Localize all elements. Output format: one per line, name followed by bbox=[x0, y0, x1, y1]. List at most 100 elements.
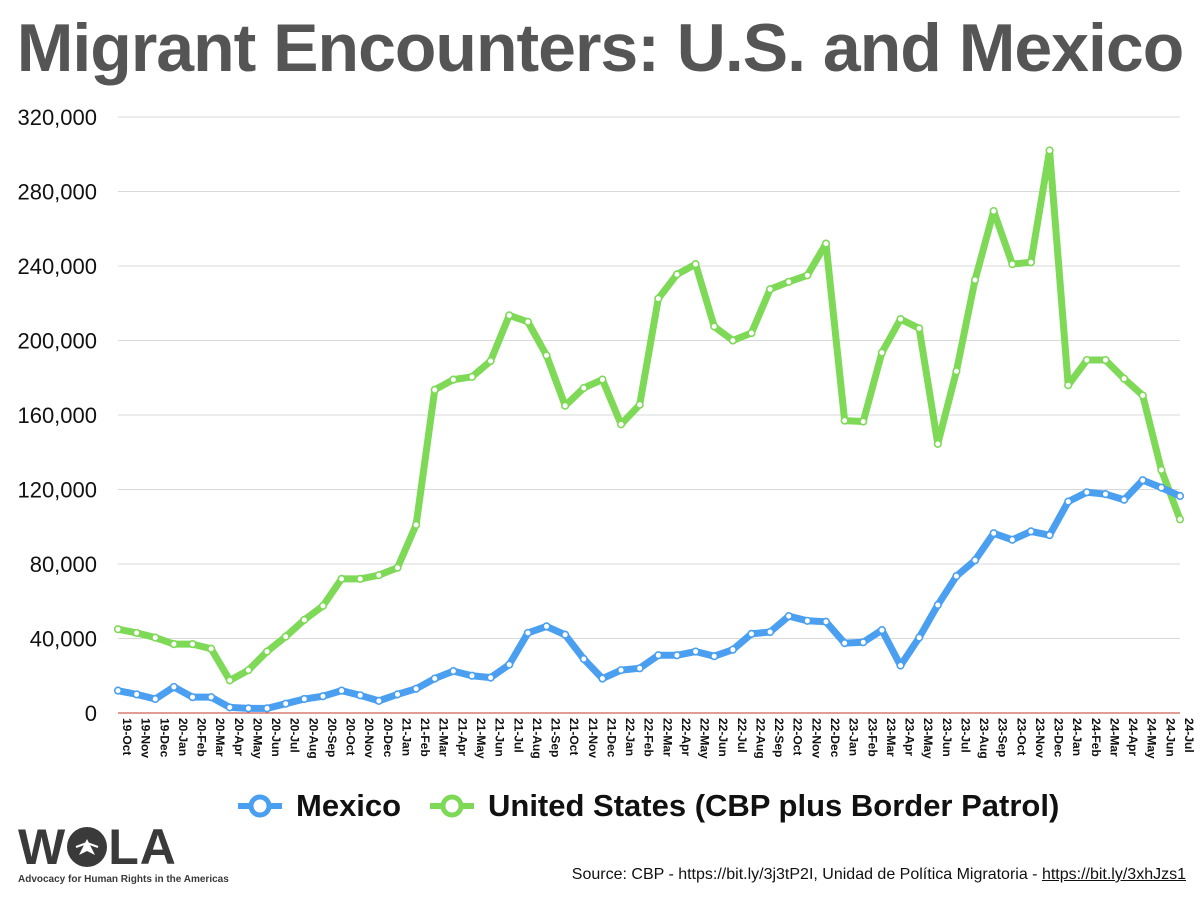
legend-marker-us bbox=[430, 794, 474, 818]
data-point-us bbox=[635, 400, 644, 409]
x-tick-label: 21-Jun bbox=[493, 718, 507, 757]
data-point-us bbox=[151, 633, 160, 642]
x-tick-label: 20-Aug bbox=[306, 718, 320, 759]
data-point-us bbox=[784, 277, 793, 286]
legend-label-us: United States (CBP plus Border Patrol) bbox=[488, 788, 1060, 823]
data-point-mexico bbox=[766, 627, 775, 637]
x-tick-label: 23-Oct bbox=[1014, 718, 1028, 755]
logo-bird-icon bbox=[75, 839, 99, 855]
data-point-mexico bbox=[859, 638, 868, 647]
x-tick-label: 19-Dec bbox=[157, 718, 171, 758]
legend-item-mexico: Mexico bbox=[238, 788, 401, 824]
logo-o-emblem bbox=[67, 827, 108, 867]
source-link[interactable]: https://bit.ly/3xhJzs1 bbox=[1041, 866, 1186, 883]
x-tick-label: 24-Jul bbox=[1182, 718, 1196, 753]
data-point-us bbox=[803, 271, 812, 280]
logo-tagline: Advocacy for Human Rights in the America… bbox=[18, 874, 229, 885]
data-point-mexico bbox=[132, 690, 141, 699]
x-tick-label: 19-Oct bbox=[120, 718, 134, 755]
data-point-mexico bbox=[542, 622, 551, 631]
y-tick-label: 160,000 bbox=[17, 403, 97, 428]
data-point-us bbox=[840, 416, 849, 425]
data-point-mexico bbox=[877, 626, 886, 635]
data-point-mexico bbox=[244, 704, 253, 713]
y-tick-label: 0 bbox=[85, 701, 97, 726]
data-point-us bbox=[467, 372, 477, 381]
data-point-mexico bbox=[169, 682, 178, 692]
data-point-mexico bbox=[1120, 495, 1129, 504]
data-point-us bbox=[542, 351, 551, 360]
data-point-us bbox=[486, 356, 495, 366]
data-point-mexico bbox=[803, 616, 812, 625]
x-tick-label: 23-Jun bbox=[940, 718, 954, 757]
data-point-us bbox=[952, 367, 961, 376]
data-point-mexico bbox=[616, 666, 626, 675]
x-tick-label: 20-Oct bbox=[344, 718, 358, 755]
data-point-us bbox=[672, 270, 682, 279]
data-point-us bbox=[244, 666, 253, 675]
y-tick-label: 280,000 bbox=[17, 180, 97, 205]
x-tick-label: 21-Sep bbox=[549, 718, 563, 757]
x-tick-label: 20-Jan bbox=[176, 718, 190, 756]
data-point-us bbox=[207, 644, 216, 653]
y-axis-ticks: 0 40,000 80,000 120,000 160,000 200,000 240,00… bbox=[17, 105, 97, 726]
x-axis-ticks: 19-Oct 19-Nov 19-Dec 20-Jan 20-Feb 20-Mar 20-A… bbox=[120, 718, 1196, 759]
data-point-mexico bbox=[728, 645, 737, 654]
data-point-us bbox=[1101, 355, 1110, 365]
data-point-mexico bbox=[840, 639, 849, 648]
data-point-us bbox=[1045, 146, 1054, 155]
data-point-us bbox=[1175, 515, 1185, 524]
data-point-us bbox=[915, 324, 924, 333]
data-point-us bbox=[374, 571, 383, 580]
x-tick-label: 21-Jul bbox=[511, 718, 525, 753]
data-point-mexico bbox=[561, 630, 570, 639]
data-point-us bbox=[728, 336, 737, 345]
x-tick-label: 20-Nov bbox=[362, 718, 376, 758]
y-tick-label: 200,000 bbox=[17, 329, 97, 354]
data-point-us bbox=[896, 314, 905, 324]
data-point-mexico bbox=[225, 703, 234, 712]
wola-logo: W LA Advocacy for Human Rights in the Am… bbox=[18, 822, 229, 885]
data-point-mexico bbox=[1138, 476, 1147, 485]
data-point-us bbox=[1064, 381, 1073, 390]
x-tick-label: 22-Dec bbox=[828, 718, 842, 758]
x-tick-label: 22-Mar bbox=[660, 718, 674, 757]
data-point-mexico bbox=[952, 572, 961, 581]
data-point-mexico bbox=[1045, 531, 1054, 540]
data-point-us bbox=[598, 375, 607, 384]
data-point-mexico bbox=[1026, 527, 1036, 536]
x-tick-label: 20-Jul bbox=[288, 718, 302, 753]
x-tick-label: 23-Sep bbox=[996, 718, 1010, 757]
x-tick-label: 24-Jan bbox=[1070, 718, 1084, 756]
x-tick-label: 23-Mar bbox=[884, 718, 898, 757]
data-point-mexico bbox=[821, 617, 831, 626]
x-tick-label: 23-Jan bbox=[847, 718, 861, 756]
series-mexico bbox=[113, 476, 1185, 713]
legend-marker-mexico bbox=[238, 794, 282, 818]
data-point-us bbox=[933, 439, 942, 448]
data-point-mexico bbox=[281, 699, 290, 708]
x-tick-label: 23-Jul bbox=[958, 718, 972, 753]
data-point-mexico bbox=[672, 651, 682, 660]
data-point-us bbox=[393, 563, 402, 572]
series-line-us bbox=[114, 147, 1184, 684]
x-tick-label: 21-Apr bbox=[455, 718, 469, 756]
data-point-us bbox=[262, 647, 272, 656]
data-point-us bbox=[188, 639, 197, 649]
x-tick-label: 23-May bbox=[921, 718, 935, 759]
x-tick-label: 22-Apr bbox=[679, 718, 693, 756]
x-tick-label: 20-Jun bbox=[269, 718, 283, 757]
data-point-us bbox=[132, 628, 141, 638]
x-tick-label: 21-Nov bbox=[586, 718, 600, 758]
x-tick-label: 22-Oct bbox=[791, 718, 805, 755]
data-point-us bbox=[710, 322, 719, 331]
x-tick-label: 21-Aug bbox=[530, 718, 544, 759]
x-tick-label: 22-Jun bbox=[716, 718, 730, 757]
data-point-mexico bbox=[207, 693, 216, 702]
data-point-us bbox=[1008, 260, 1017, 269]
x-tick-label: 20-Sep bbox=[325, 718, 339, 757]
data-point-mexico bbox=[1101, 490, 1110, 499]
data-point-us bbox=[1138, 391, 1147, 400]
data-point-mexico bbox=[374, 696, 383, 705]
data-point-us bbox=[766, 285, 775, 294]
